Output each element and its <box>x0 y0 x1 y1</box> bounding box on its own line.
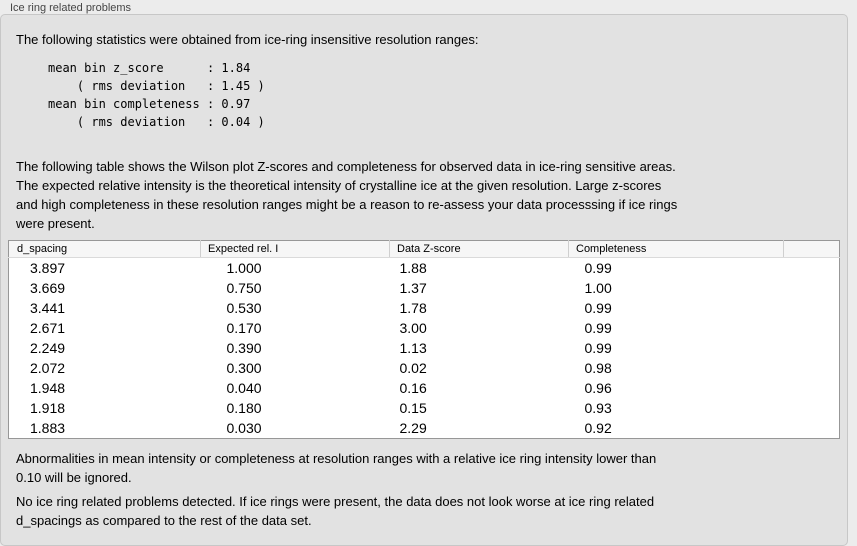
table-row[interactable]: 2.671 0.170 3.00 0.99 <box>9 318 840 338</box>
table-row[interactable]: 3.441 0.530 1.78 0.99 <box>9 298 840 318</box>
table-cell: 0.530 <box>226 300 262 316</box>
table-row[interactable]: 1.948 0.040 0.16 0.96 <box>9 378 840 398</box>
table-cell: 1.00 <box>584 280 612 296</box>
table-cell: 0.180 <box>226 400 262 416</box>
table-row[interactable]: 1.883 0.030 2.29 0.92 <box>9 418 840 439</box>
ignore-note: Abnormalities in mean intensity or compl… <box>16 451 657 485</box>
table-cell: 3.897 <box>30 260 66 276</box>
table-cell: 3.669 <box>30 280 66 296</box>
table-cell: 0.040 <box>226 380 262 396</box>
table-row[interactable]: 2.072 0.300 0.02 0.98 <box>9 358 840 378</box>
table-cell <box>784 318 840 338</box>
table-cell: 0.15 <box>399 400 427 416</box>
table-cell: 1.000 <box>226 260 262 276</box>
table-cell: 1.13 <box>399 340 427 356</box>
summary-stats-block: mean bin z_score : 1.84 ( rms deviation … <box>48 61 265 129</box>
ice-ring-table[interactable]: d_spacing Expected rel. I Data Z-score C… <box>8 240 840 439</box>
table-cell <box>784 418 840 439</box>
table-cell: 3.00 <box>399 320 427 336</box>
table-cell: 2.671 <box>30 320 66 336</box>
table-cell <box>784 358 840 378</box>
table-cell: 1.37 <box>399 280 427 296</box>
table-cell: 0.030 <box>226 420 262 436</box>
table-cell <box>784 378 840 398</box>
table-cell: 1.918 <box>30 400 66 416</box>
table-cell: 0.99 <box>584 300 612 316</box>
column-header-d-spacing[interactable]: d_spacing <box>8 240 201 258</box>
table-cell: 0.93 <box>584 400 612 416</box>
column-header-expected-rel-i[interactable]: Expected rel. I <box>200 240 390 258</box>
table-cell: 0.390 <box>226 340 262 356</box>
ice-ring-panel: The following statistics were obtained f… <box>0 14 848 546</box>
table-cell: 0.98 <box>584 360 612 376</box>
table-cell: 0.16 <box>399 380 427 396</box>
table-cell: 1.948 <box>30 380 66 396</box>
column-header-spacer <box>783 240 840 258</box>
column-header-completeness[interactable]: Completeness <box>568 240 784 258</box>
table-cell: 2.072 <box>30 360 66 376</box>
column-header-data-z-score[interactable]: Data Z-score <box>389 240 569 258</box>
table-cell: 1.78 <box>399 300 427 316</box>
table-cell <box>784 338 840 358</box>
table-cell: 0.02 <box>399 360 427 376</box>
table-cell: 0.99 <box>584 340 612 356</box>
table-cell: 1.883 <box>30 420 66 436</box>
table-cell: 2.29 <box>399 420 427 436</box>
table-header-row: d_spacing Expected rel. I Data Z-score C… <box>8 240 840 258</box>
table-cell: 2.249 <box>30 340 66 356</box>
table-row[interactable]: 3.669 0.750 1.37 1.00 <box>9 278 840 298</box>
table-row[interactable]: 3.897 1.000 1.88 0.99 <box>9 258 840 279</box>
table-cell <box>784 398 840 418</box>
table-cell: 1.88 <box>399 260 427 276</box>
table-cell: 0.99 <box>584 320 612 336</box>
table-description: The following table shows the Wilson plo… <box>16 159 678 231</box>
conclusion-text: No ice ring related problems detected. I… <box>16 494 655 528</box>
table-cell: 0.92 <box>584 420 612 436</box>
panel-title: Ice ring related problems <box>10 2 132 14</box>
table-body: 3.897 1.000 1.88 0.99 3.669 0.750 1.37 1.00 3.44… <box>9 258 840 439</box>
table-cell <box>784 258 840 279</box>
table-cell: 0.750 <box>226 280 262 296</box>
intro-text: The following statistics were obtained f… <box>16 32 479 47</box>
table-cell <box>784 278 840 298</box>
table-row[interactable]: 1.918 0.180 0.15 0.93 <box>9 398 840 418</box>
table-cell: 0.300 <box>226 360 262 376</box>
table-cell: 0.170 <box>226 320 262 336</box>
table-cell: 0.96 <box>584 380 612 396</box>
table-cell: 0.99 <box>584 260 612 276</box>
table-row[interactable]: 2.249 0.390 1.13 0.99 <box>9 338 840 358</box>
table-cell <box>784 298 840 318</box>
table-cell: 3.441 <box>30 300 66 316</box>
